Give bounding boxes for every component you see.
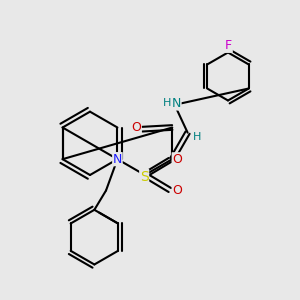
Text: H: H [163, 98, 172, 109]
Text: O: O [172, 184, 182, 197]
Text: S: S [140, 170, 148, 184]
Text: H: H [193, 132, 201, 142]
Text: F: F [225, 39, 232, 52]
Text: N: N [172, 97, 181, 110]
Text: O: O [131, 121, 141, 134]
Text: O: O [172, 153, 182, 166]
Text: N: N [113, 153, 122, 166]
